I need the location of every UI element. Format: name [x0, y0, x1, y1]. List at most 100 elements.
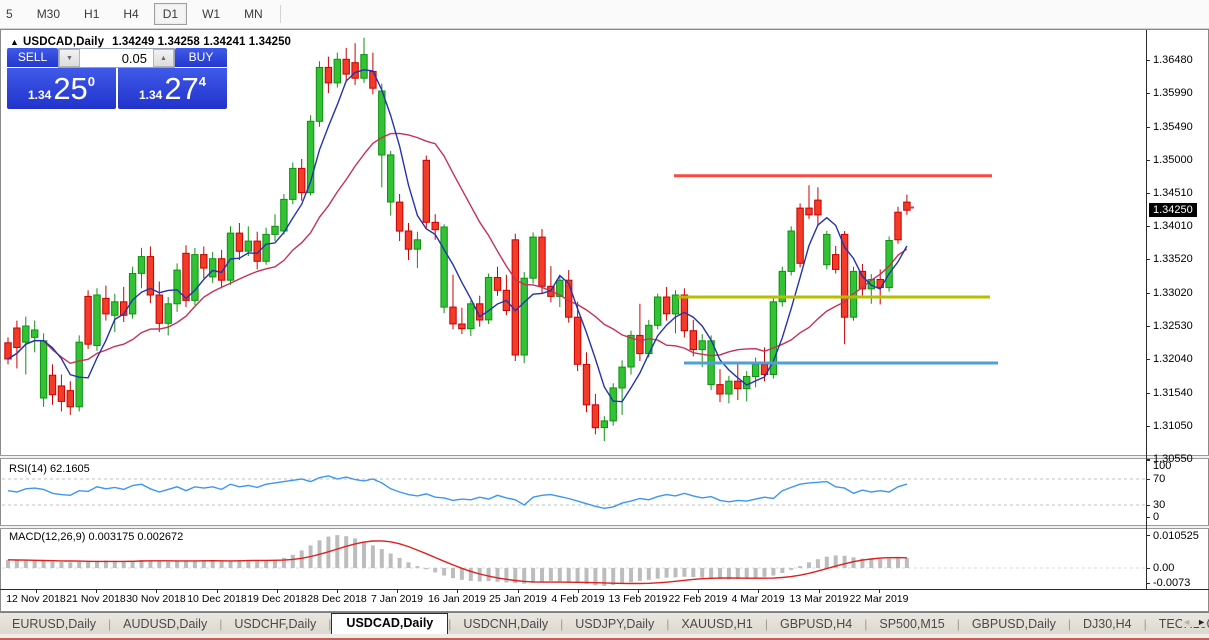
price-chart-canvas[interactable] [0, 0, 1209, 612]
sell-price-pip: 0 [87, 74, 96, 89]
pane-separator-macd[interactable] [0, 525, 1209, 529]
timeframe-button-mn[interactable]: MN [244, 7, 263, 21]
date-axis-label: 28 Dec 2018 [307, 593, 367, 605]
macd-axis-tick [1146, 535, 1150, 536]
date-axis-tick [156, 590, 157, 593]
toolbar-separator [279, 5, 281, 23]
timeframe-button-h4[interactable]: H4 [123, 7, 139, 21]
sell-price-tile[interactable]: 1.34 25 0 [7, 68, 116, 109]
collapse-triangle-icon[interactable]: ▲ [10, 37, 20, 47]
date-axis-label: 4 Mar 2019 [731, 593, 785, 605]
tab-usdjpy-daily[interactable]: USDJPY,Daily [575, 617, 655, 631]
chart-window [0, 29, 1209, 612]
volume-control: ▼ ▲ [58, 48, 175, 68]
buy-button[interactable]: BUY [175, 48, 227, 68]
timeframe-button-m30[interactable]: M30 [36, 7, 61, 21]
buy-price-tile[interactable]: 1.34 27 4 [118, 68, 227, 109]
tab-separator: | [219, 617, 223, 631]
rsi-label: RSI(14) 62.1605 [9, 463, 90, 475]
macd-label: MACD(12,26,9) 0.003175 0.002672 [9, 531, 184, 543]
timeframe-button-d1[interactable]: D1 [153, 3, 188, 25]
chart-tab-bar: EURUSD,Daily | AUDUSD,Daily | USDCHF,Daily | U… [0, 612, 1209, 634]
price-axis-tick [1146, 459, 1150, 460]
price-axis-tick [1146, 160, 1150, 161]
tab-dj30-h4[interactable]: DJ30,H4 [1083, 617, 1132, 631]
date-axis-tick [397, 590, 398, 593]
date-axis-label: 7 Jan 2019 [371, 593, 423, 605]
macd-axis-tick [1146, 583, 1150, 584]
date-axis-label: 12 Nov 2018 [6, 593, 66, 605]
tab-usdchf-daily[interactable]: USDCHF,Daily [234, 617, 317, 631]
current-price-badge: 1.34250 [1149, 203, 1197, 217]
date-axis-label: 25 Jan 2019 [489, 593, 547, 605]
tab-xauusd-h1[interactable]: XAUUSD,H1 [681, 617, 753, 631]
tabs-scroll-left-icon[interactable]: ◄ [1182, 617, 1192, 627]
tabs-scroll-right-icon[interactable]: ► [1197, 617, 1206, 627]
date-axis-label: 13 Mar 2019 [789, 593, 849, 605]
date-axis-label: 13 Feb 2019 [608, 593, 668, 605]
tab-usdcnh-daily[interactable]: USDCNH,Daily [463, 617, 549, 631]
volume-input[interactable] [80, 49, 153, 67]
buy-price-prefix: 1.34 [138, 87, 163, 102]
date-axis-label: 16 Jan 2019 [428, 593, 486, 605]
date-axis-label: 22 Feb 2019 [668, 593, 728, 605]
date-axis-tick [819, 590, 820, 593]
rsi-axis-tick [1146, 505, 1150, 506]
taskbar-edge [0, 638, 1209, 640]
macd-axis-tick [1146, 568, 1150, 569]
tab-eurusd-daily[interactable]: EURUSD,Daily [12, 617, 97, 631]
price-axis-label: 1.33020 [1153, 287, 1193, 299]
date-axis-tick [879, 590, 880, 593]
symbol-name: USDCAD,Daily [23, 36, 105, 48]
price-axis-label: 1.32040 [1153, 353, 1193, 365]
date-axis-label: 19 Dec 2018 [247, 593, 307, 605]
price-axis-tick [1146, 127, 1150, 128]
tab-usdcad-daily[interactable]: USDCAD,Daily [331, 613, 449, 634]
tab-separator: | [1067, 617, 1071, 631]
timeframe-toolbar: 5 M30 H1 H4 D1 W1 MN [0, 0, 1209, 29]
tab-audusd-daily[interactable]: AUDUSD,Daily [123, 617, 208, 631]
tab-separator: | [1143, 617, 1147, 631]
volume-decrease-icon[interactable]: ▼ [59, 49, 80, 67]
buy-price-pip: 4 [198, 74, 207, 89]
tab-gbpusd-daily[interactable]: GBPUSD,Daily [971, 617, 1056, 631]
rsi-axis-tick [1146, 460, 1150, 461]
date-axis-tick [337, 590, 338, 593]
sell-button[interactable]: SELL [7, 48, 58, 68]
rsi-axis-label: 70 [1153, 473, 1166, 485]
price-axis-tick [1146, 193, 1150, 194]
price-axis-label: 1.33520 [1153, 253, 1193, 265]
date-axis-label: 22 Mar 2019 [849, 593, 909, 605]
date-axis-tick [578, 590, 579, 593]
price-axis-label: 1.35000 [1153, 154, 1193, 166]
volume-increase-icon[interactable]: ▲ [153, 49, 174, 67]
price-axis-tick [1146, 93, 1150, 94]
tab-sp500-m15[interactable]: SP500,M15 [879, 617, 945, 631]
date-axis-tick [36, 590, 37, 593]
date-axis-tick [217, 590, 218, 593]
tab-separator: | [448, 617, 452, 631]
timeframe-button-5[interactable]: 5 [6, 7, 13, 21]
price-axis-label: 1.35990 [1153, 87, 1193, 99]
tab-gbpusd-h4[interactable]: GBPUSD,H4 [780, 617, 853, 631]
date-axis-tick [96, 590, 97, 593]
tab-separator: | [666, 617, 670, 631]
date-axis-label: 4 Feb 2019 [551, 593, 605, 605]
date-axis-tick [638, 590, 639, 593]
symbol-ohlc-values: 1.34249 1.34258 1.34241 1.34250 [112, 36, 292, 48]
price-axis-tick [1146, 226, 1150, 227]
macd-axis-label: 0.00 [1153, 562, 1175, 574]
date-axis-label: 21 Nov 2018 [66, 593, 126, 605]
timeframe-button-w1[interactable]: W1 [202, 7, 221, 21]
status-strip [0, 634, 1209, 640]
price-axis-label: 1.35490 [1153, 121, 1193, 133]
price-axis-border [1146, 30, 1147, 590]
buy-price-main: 27 [164, 70, 199, 106]
pane-separator-rsi[interactable] [0, 455, 1209, 459]
date-axis-tick [698, 590, 699, 593]
date-axis-tick [277, 590, 278, 593]
tab-scroll-arrows: ◄ ► [1182, 617, 1206, 627]
date-axis-label: 30 Nov 2018 [126, 593, 186, 605]
timeframe-button-h1[interactable]: H1 [84, 7, 100, 21]
